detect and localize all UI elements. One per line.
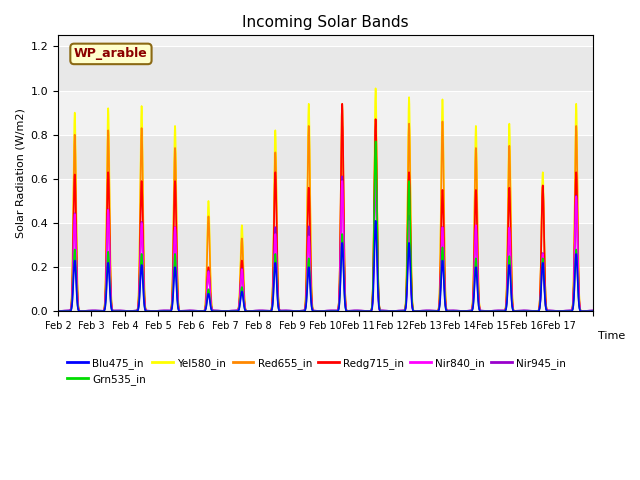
Nir945_in bbox=[374, 272, 381, 278]
Red655_in bbox=[54, 309, 62, 314]
Text: WP_arable: WP_arable bbox=[74, 48, 148, 60]
Y-axis label: Solar Radiation (W/m2): Solar Radiation (W/m2) bbox=[15, 108, 25, 238]
Redg715_in bbox=[188, 309, 196, 314]
Redg715_in bbox=[54, 309, 62, 314]
Blu475_in bbox=[165, 309, 173, 314]
Red655_in bbox=[499, 309, 506, 314]
Red655_in bbox=[346, 309, 353, 314]
Nir945_in bbox=[54, 309, 62, 314]
Legend: Blu475_in, Grn535_in, Yel580_in, Red655_in, Redg715_in, Nir840_in, Nir945_in: Blu475_in, Grn535_in, Yel580_in, Red655_… bbox=[63, 354, 570, 389]
Red655_in bbox=[472, 147, 480, 153]
Line: Nir945_in: Nir945_in bbox=[58, 174, 593, 312]
Yel580_in bbox=[472, 126, 480, 132]
Yel580_in bbox=[346, 309, 353, 314]
Blu475_in bbox=[54, 309, 62, 314]
Yel580_in bbox=[513, 309, 520, 314]
Yel580_in bbox=[165, 309, 173, 314]
Bar bbox=[58, 267, 593, 312]
Red655_in bbox=[589, 309, 596, 314]
Nir945_in bbox=[512, 308, 520, 313]
Grn535_in bbox=[499, 309, 506, 314]
Line: Redg715_in: Redg715_in bbox=[58, 104, 593, 312]
Yel580_in bbox=[374, 259, 382, 265]
Nir840_in bbox=[372, 171, 380, 177]
Redg715_in bbox=[499, 309, 506, 314]
Redg715_in bbox=[346, 309, 353, 314]
Blu475_in bbox=[513, 309, 520, 314]
Nir840_in bbox=[346, 309, 353, 314]
Nir945_in bbox=[472, 224, 480, 229]
Bar bbox=[58, 91, 593, 135]
Red655_in bbox=[372, 116, 380, 122]
Nir840_in bbox=[165, 309, 173, 314]
Yel580_in bbox=[54, 309, 62, 314]
Grn535_in bbox=[372, 138, 380, 144]
Grn535_in bbox=[54, 309, 62, 314]
Title: Incoming Solar Bands: Incoming Solar Bands bbox=[242, 15, 409, 30]
Nir945_in bbox=[589, 307, 596, 313]
Nir945_in bbox=[345, 308, 353, 313]
Grn535_in bbox=[513, 309, 520, 314]
Redg715_in bbox=[339, 101, 346, 107]
Grn535_in bbox=[472, 256, 480, 262]
Blu475_in bbox=[188, 309, 196, 314]
Redg715_in bbox=[472, 189, 480, 194]
Blu475_in bbox=[589, 309, 596, 314]
Bar bbox=[58, 36, 593, 47]
Blu475_in bbox=[346, 309, 353, 314]
Line: Blu475_in: Blu475_in bbox=[58, 221, 593, 312]
Grn535_in bbox=[589, 309, 596, 314]
Redg715_in bbox=[589, 309, 596, 314]
Grn535_in bbox=[188, 309, 196, 314]
Line: Grn535_in: Grn535_in bbox=[58, 141, 593, 312]
Blu475_in bbox=[499, 309, 506, 314]
Blu475_in bbox=[372, 218, 380, 224]
Yel580_in bbox=[589, 309, 596, 314]
Grn535_in bbox=[165, 309, 173, 314]
Redg715_in bbox=[165, 309, 173, 314]
Red655_in bbox=[513, 309, 520, 314]
Redg715_in bbox=[513, 309, 520, 314]
Grn535_in bbox=[374, 271, 382, 276]
Red655_in bbox=[221, 309, 229, 314]
Nir840_in bbox=[374, 278, 382, 284]
Redg715_in bbox=[374, 266, 382, 272]
Yel580_in bbox=[372, 85, 380, 91]
Nir840_in bbox=[589, 309, 596, 314]
Nir945_in bbox=[499, 307, 506, 313]
Red655_in bbox=[374, 266, 382, 272]
Nir840_in bbox=[499, 309, 506, 314]
Nir840_in bbox=[513, 309, 520, 314]
Nir840_in bbox=[188, 309, 196, 314]
Nir840_in bbox=[54, 309, 62, 314]
Yel580_in bbox=[499, 309, 506, 314]
Blu475_in bbox=[472, 265, 480, 271]
Nir945_in bbox=[165, 308, 173, 313]
Line: Red655_in: Red655_in bbox=[58, 119, 593, 312]
Blu475_in bbox=[374, 288, 382, 294]
Text: Time: Time bbox=[598, 331, 625, 341]
Yel580_in bbox=[221, 309, 229, 314]
Nir945_in bbox=[372, 171, 380, 177]
Line: Yel580_in: Yel580_in bbox=[58, 88, 593, 312]
Line: Nir840_in: Nir840_in bbox=[58, 174, 593, 312]
Nir840_in bbox=[472, 224, 480, 229]
Grn535_in bbox=[346, 309, 353, 314]
Red655_in bbox=[165, 309, 173, 314]
Bar bbox=[58, 179, 593, 223]
